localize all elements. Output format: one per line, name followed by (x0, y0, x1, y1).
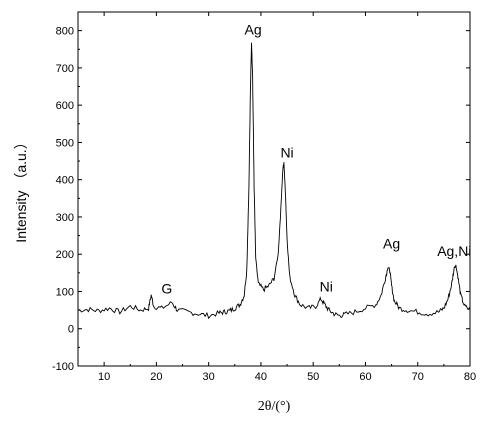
peak-label: Ag,Ni (437, 243, 471, 259)
y-tick-label: -100 (52, 361, 74, 373)
peak-label: Ni (280, 144, 293, 160)
x-axis-title: 2θ/(°) (258, 399, 291, 414)
x-tick-label: 30 (203, 371, 215, 383)
series-line (77, 42, 471, 320)
peak-label: Ag (245, 21, 262, 37)
y-axis-title: Intensity （a.u.） (13, 135, 29, 242)
y-tick-label: 100 (56, 286, 74, 298)
x-tick-label: 80 (464, 371, 476, 383)
peak-label: Ag (383, 236, 400, 252)
peak-annotations: Ag Ni G Ni Ag Ag,Ni (161, 21, 471, 296)
y-tick-label: 300 (56, 212, 74, 224)
y-tick-label: 200 (56, 249, 74, 261)
x-tick-label: 50 (307, 371, 319, 383)
plot-frame (77, 11, 471, 367)
y-tick-label: 600 (56, 100, 74, 112)
y-axis-ticks: -100 0 100 200 300 400 500 600 700 800 (52, 26, 470, 373)
y-tick-label: 400 (56, 175, 74, 187)
x-tick-label: 10 (98, 371, 110, 383)
x-tick-label: 70 (412, 371, 424, 383)
y-tick-label: 500 (56, 137, 74, 149)
peak-label: Ni (320, 278, 333, 294)
y-tick-label: 700 (56, 63, 74, 75)
x-tick-label: 20 (150, 371, 162, 383)
series-group (77, 42, 471, 320)
x-axis-ticks: 10 20 30 40 50 60 70 80 (98, 12, 476, 383)
y-tick-label: 0 (68, 324, 74, 336)
x-tick-label: 60 (359, 371, 371, 383)
x-tick-label: 40 (255, 371, 267, 383)
peak-label: G (161, 280, 172, 296)
y-tick-label: 800 (56, 26, 74, 38)
